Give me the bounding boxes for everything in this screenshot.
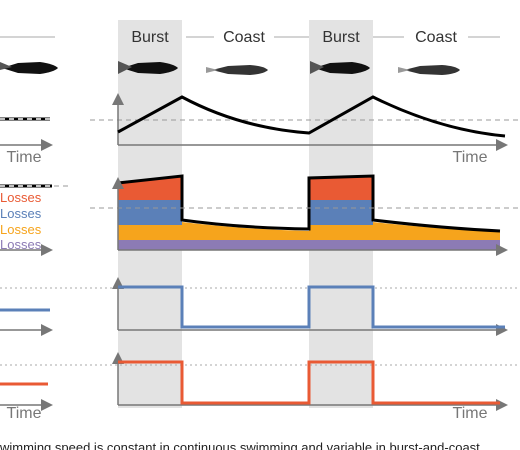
time-label: Time: [453, 405, 488, 422]
caption: wimming speed is constant in continuous …: [0, 440, 480, 450]
loss-label: Losses: [0, 237, 42, 252]
loss-label: Losses: [0, 206, 42, 221]
loss-label: Losses: [0, 222, 42, 237]
time-label: Time: [7, 149, 42, 166]
time-label: Time: [453, 149, 488, 166]
loss-label: Losses: [0, 190, 42, 205]
phase-label: Coast: [415, 29, 457, 46]
losses-panel: [0, 174, 520, 256]
blue-panel: [0, 277, 520, 336]
phase-label: Coast: [223, 29, 265, 46]
phase-label: Burst: [322, 29, 360, 46]
fish-icons: [0, 61, 460, 75]
time-label: Time: [7, 405, 42, 422]
speed-panel: [0, 93, 520, 151]
phase-label: Burst: [131, 29, 169, 46]
orange-panel: [0, 352, 520, 411]
